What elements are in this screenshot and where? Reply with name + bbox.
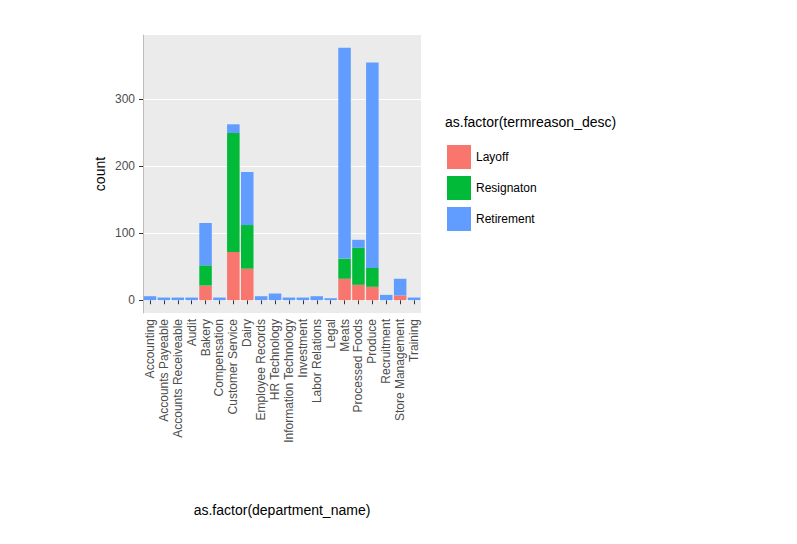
- svg-text:300: 300: [115, 92, 135, 106]
- svg-text:Dairy: Dairy: [240, 319, 254, 347]
- svg-text:Legal: Legal: [324, 319, 338, 348]
- svg-text:as.factor(department_name): as.factor(department_name): [194, 502, 371, 518]
- svg-text:Labor Relations: Labor Relations: [310, 319, 324, 403]
- svg-text:Layoff: Layoff: [476, 150, 509, 164]
- svg-text:Accounting: Accounting: [143, 319, 157, 378]
- svg-text:as.factor(termreason_desc): as.factor(termreason_desc): [445, 114, 616, 130]
- svg-text:Training: Training: [407, 319, 421, 362]
- svg-text:Retirement: Retirement: [476, 212, 535, 226]
- svg-text:Recruitment: Recruitment: [379, 318, 393, 383]
- svg-text:Meats: Meats: [338, 319, 352, 352]
- svg-text:Accounts Receiveable: Accounts Receiveable: [171, 319, 185, 438]
- svg-text:0: 0: [128, 293, 135, 307]
- svg-text:Produce: Produce: [365, 319, 379, 364]
- svg-text:Processed Foods: Processed Foods: [351, 319, 365, 412]
- svg-text:Bakery: Bakery: [199, 319, 213, 356]
- svg-text:Resignaton: Resignaton: [476, 181, 537, 195]
- svg-text:count: count: [92, 157, 108, 191]
- svg-text:Customer Service: Customer Service: [226, 319, 240, 415]
- svg-text:Investment: Investment: [296, 318, 310, 377]
- svg-text:Compensation: Compensation: [212, 319, 226, 396]
- svg-text:Employee Records: Employee Records: [254, 319, 268, 420]
- svg-text:Store Management: Store Management: [393, 318, 407, 421]
- svg-text:Accounts Payeable: Accounts Payeable: [157, 319, 171, 422]
- svg-text:Audit: Audit: [185, 318, 199, 346]
- svg-text:HR Technology: HR Technology: [268, 319, 282, 400]
- svg-text:200: 200: [115, 159, 135, 173]
- svg-text:Information Technology: Information Technology: [282, 319, 296, 443]
- svg-text:100: 100: [115, 226, 135, 240]
